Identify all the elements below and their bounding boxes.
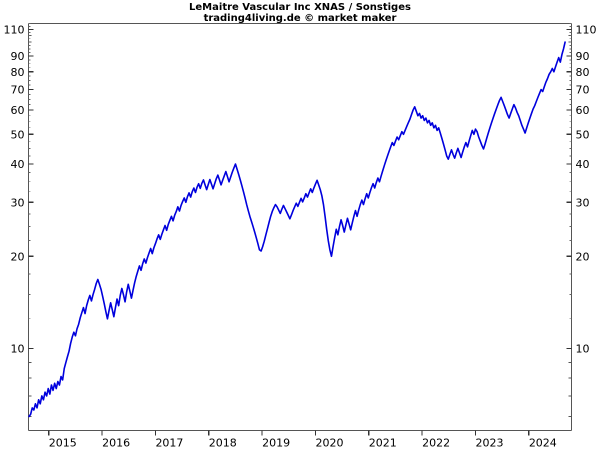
x-axis-tick-label: 2023 <box>475 437 503 450</box>
page-title: LeMaitre Vascular Inc XNAS / Sonstiges <box>189 2 411 13</box>
x-axis-tick-label: 2022 <box>422 437 450 450</box>
svg-text:10: 10 <box>576 343 590 356</box>
svg-text:110: 110 <box>576 23 597 36</box>
svg-text:110: 110 <box>4 23 25 36</box>
svg-text:30: 30 <box>576 196 590 209</box>
svg-text:50: 50 <box>11 128 25 141</box>
x-axis-tick-label: 2017 <box>155 437 183 450</box>
svg-text:80: 80 <box>11 66 25 79</box>
svg-text:30: 30 <box>11 196 25 209</box>
svg-text:80: 80 <box>576 66 590 79</box>
price-line-series <box>28 41 566 418</box>
svg-text:60: 60 <box>576 104 590 117</box>
svg-text:40: 40 <box>576 158 590 171</box>
x-axis-tick-label: 2020 <box>315 437 343 450</box>
x-axis-tick-label: 2019 <box>262 437 290 450</box>
x-axis-tick-label: 2024 <box>529 437 557 450</box>
svg-text:20: 20 <box>11 250 25 263</box>
svg-text:70: 70 <box>11 84 25 97</box>
svg-text:90: 90 <box>11 50 25 63</box>
x-axis-tick-label: 2015 <box>49 437 77 450</box>
svg-text:20: 20 <box>576 250 590 263</box>
svg-text:50: 50 <box>576 128 590 141</box>
chart-subtitle: trading4living.de © market maker <box>203 13 397 24</box>
x-axis-tick-label: 2016 <box>102 437 130 450</box>
svg-text:70: 70 <box>576 84 590 97</box>
svg-text:40: 40 <box>11 158 25 171</box>
x-axis-tick-label: 2021 <box>369 437 397 450</box>
svg-text:60: 60 <box>11 104 25 117</box>
chart-title-block: LeMaitre Vascular Inc XNAS / Sonstiges t… <box>0 0 600 24</box>
x-axis-tick-label: 2018 <box>209 437 237 450</box>
axis-layer <box>27 22 573 436</box>
svg-text:90: 90 <box>576 50 590 63</box>
svg-text:10: 10 <box>11 343 25 356</box>
